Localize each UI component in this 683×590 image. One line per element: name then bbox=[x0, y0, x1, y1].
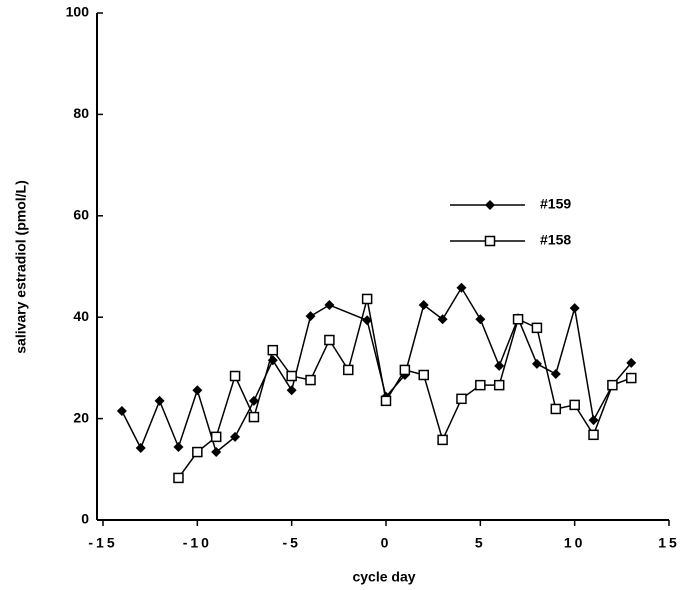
point bbox=[588, 429, 599, 441]
point bbox=[154, 395, 165, 406]
point bbox=[512, 313, 524, 325]
x-axis-label: cycle day bbox=[352, 569, 415, 585]
point bbox=[626, 372, 637, 384]
point bbox=[116, 405, 127, 416]
point bbox=[305, 311, 316, 322]
y-tick-label: 60 bbox=[73, 207, 89, 223]
point bbox=[569, 303, 580, 314]
point bbox=[531, 358, 542, 369]
x-tick-label: 5 bbox=[475, 535, 486, 551]
point bbox=[550, 403, 562, 415]
point bbox=[588, 415, 599, 426]
point bbox=[456, 282, 467, 293]
x-tick-label: -15 bbox=[88, 535, 117, 551]
point bbox=[343, 364, 354, 376]
x-tick-label: 0 bbox=[381, 535, 392, 551]
legend-label: #158 bbox=[540, 232, 571, 248]
point bbox=[267, 344, 279, 356]
point bbox=[286, 370, 297, 382]
point bbox=[210, 431, 222, 443]
point bbox=[437, 434, 448, 446]
x-tick-label: -10 bbox=[183, 535, 212, 551]
y-tick-label: 80 bbox=[73, 105, 89, 121]
point bbox=[229, 370, 241, 382]
x-tick-label: -5 bbox=[282, 535, 300, 551]
point bbox=[361, 293, 373, 305]
legend-marker bbox=[484, 235, 496, 247]
point bbox=[230, 431, 241, 442]
x-tick-label: 10 bbox=[564, 535, 586, 551]
point bbox=[380, 395, 392, 407]
legend-marker bbox=[485, 200, 495, 210]
point bbox=[173, 441, 184, 452]
point bbox=[248, 395, 259, 406]
point bbox=[493, 379, 505, 391]
point bbox=[305, 374, 316, 386]
y-tick-label: 0 bbox=[81, 511, 89, 527]
point bbox=[324, 334, 335, 346]
x-tick-label: 15 bbox=[658, 535, 680, 551]
point bbox=[494, 360, 505, 371]
point bbox=[324, 300, 335, 311]
point bbox=[362, 315, 373, 326]
point bbox=[569, 399, 580, 411]
point bbox=[607, 379, 618, 391]
point bbox=[475, 379, 486, 391]
point bbox=[173, 472, 184, 484]
y-tick-label: 40 bbox=[73, 308, 89, 324]
point bbox=[437, 314, 448, 325]
series-line bbox=[177, 298, 632, 479]
point bbox=[192, 385, 203, 396]
point bbox=[456, 393, 467, 405]
point bbox=[418, 369, 429, 381]
point bbox=[626, 357, 637, 368]
legend-label: #159 bbox=[540, 196, 571, 212]
point bbox=[531, 322, 543, 334]
point bbox=[550, 368, 561, 379]
point bbox=[399, 364, 411, 376]
point bbox=[475, 314, 486, 325]
point bbox=[211, 447, 222, 458]
point bbox=[135, 443, 146, 454]
point bbox=[267, 355, 278, 366]
point bbox=[192, 446, 203, 458]
y-tick-label: 20 bbox=[73, 409, 89, 425]
y-tick-label: 100 bbox=[66, 4, 90, 20]
point bbox=[286, 385, 297, 396]
y-axis-label: salivary estradiol (pmol/L) bbox=[13, 180, 29, 354]
point bbox=[418, 300, 429, 311]
point bbox=[248, 411, 260, 423]
